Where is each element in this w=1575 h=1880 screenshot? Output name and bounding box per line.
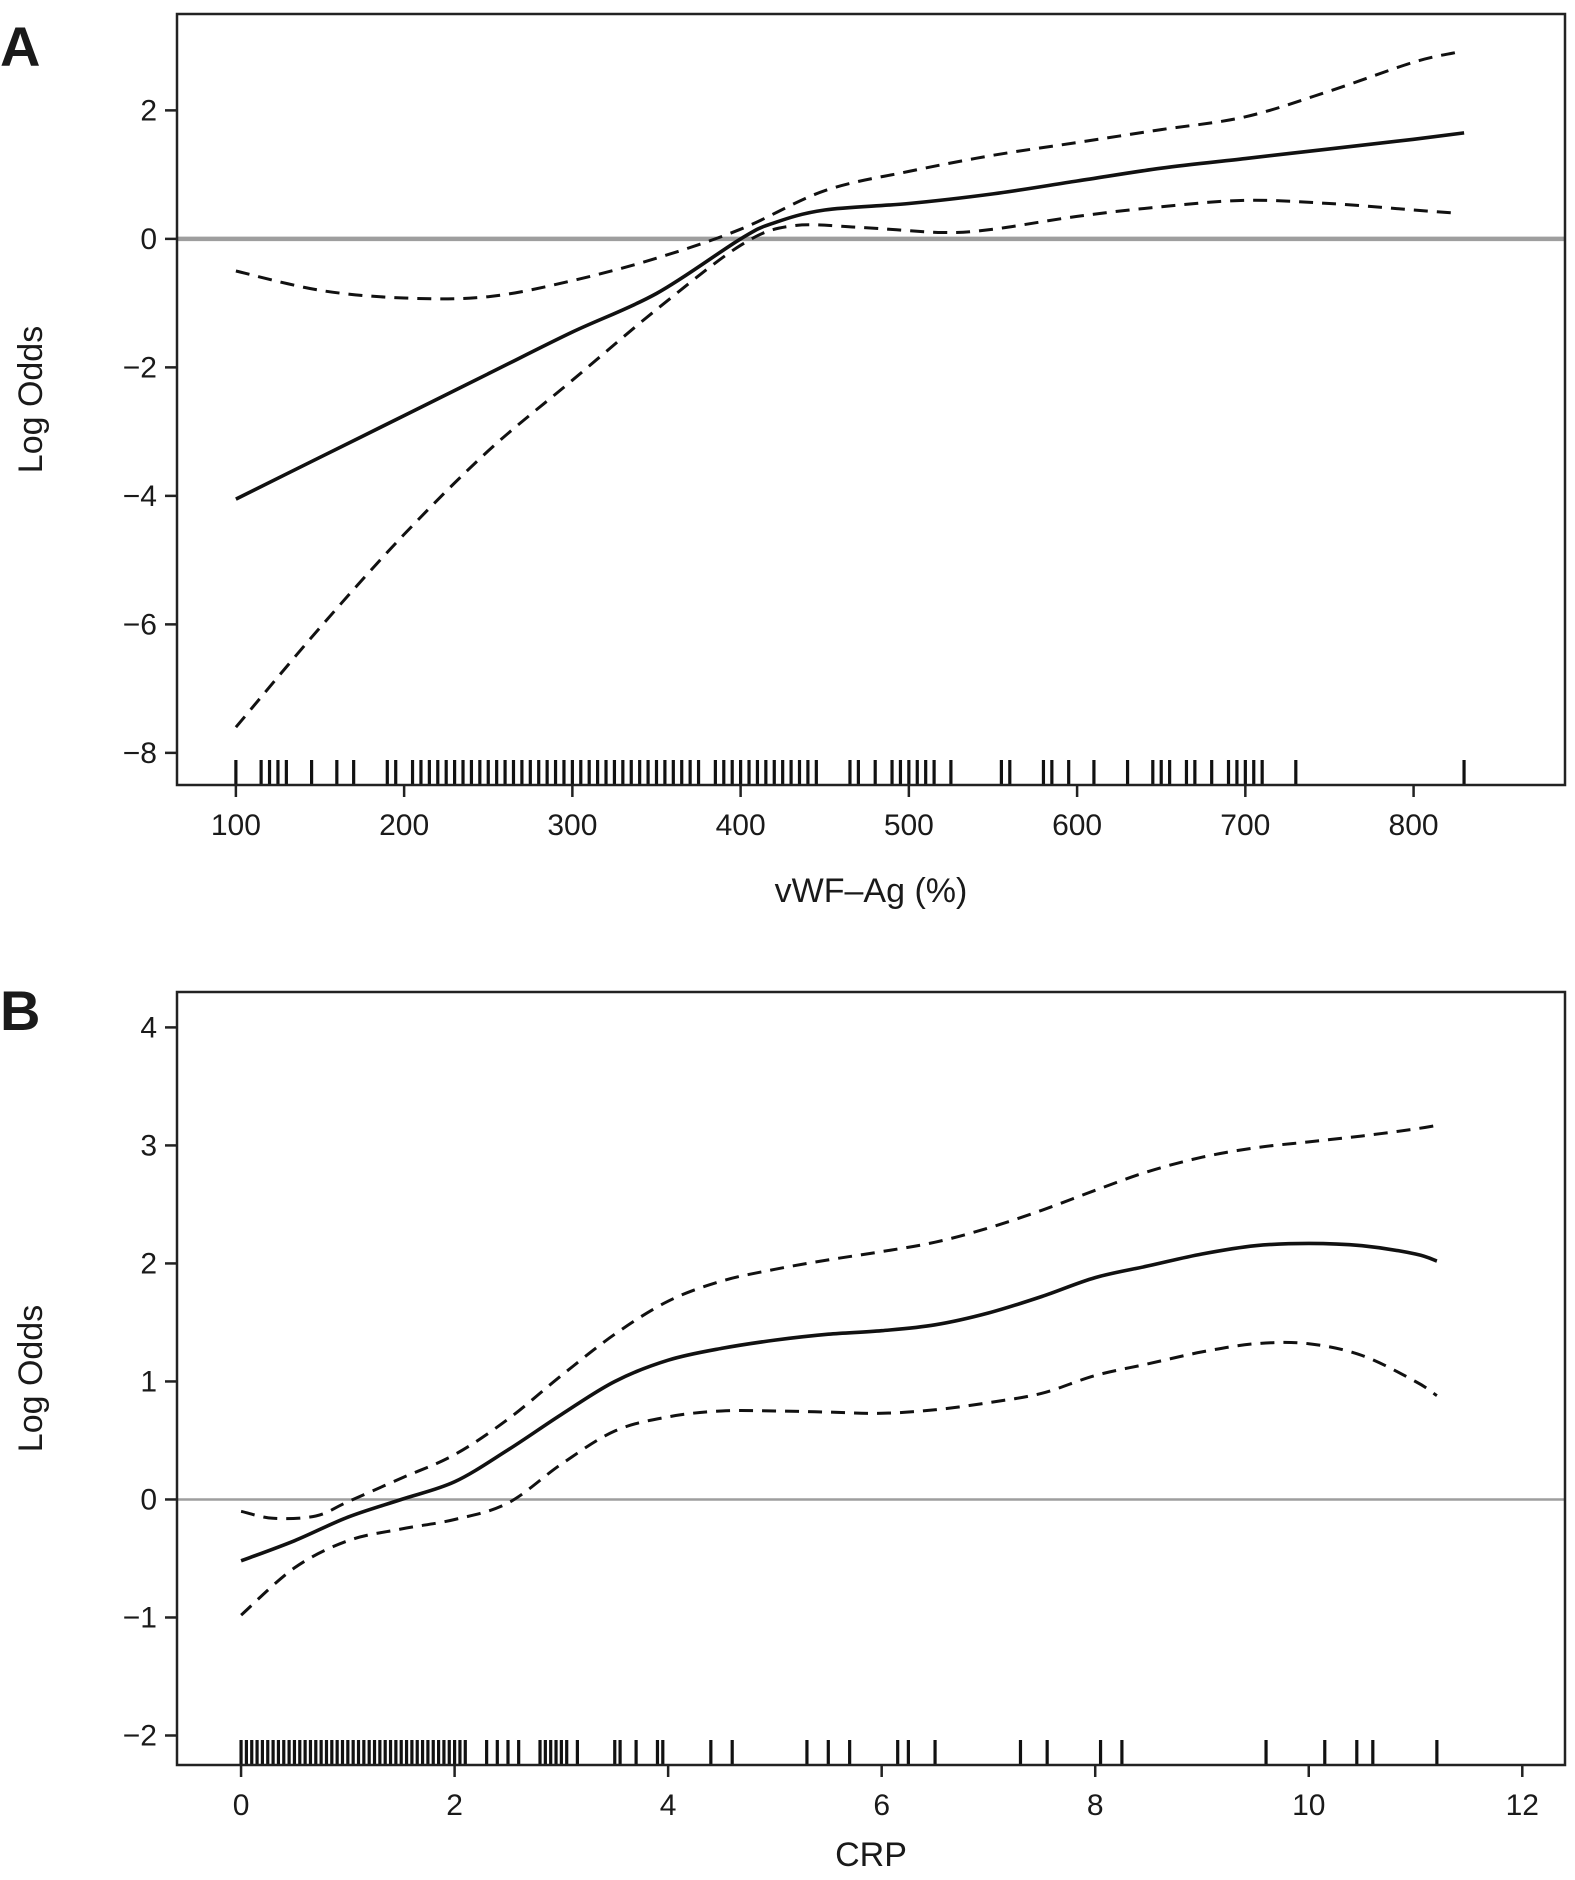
panel-a-y-tick-label: −2 [123, 351, 157, 384]
panel-a-upper-line [235, 51, 1456, 301]
panel-a-x-tick-label: 100 [211, 809, 261, 842]
panel-a-y-tick-label: 2 [140, 94, 157, 127]
panel-a-y-axis-title: Log Odds [12, 326, 50, 473]
panel-b-x-axis-title: CRP [835, 1836, 907, 1874]
panel-a: A 100 200 300 400 500 600 700 800 −8 −6 −4 −2 0 2 vWF–… [0, 12, 1567, 910]
panel-a-x-tick-label: 600 [1052, 809, 1102, 842]
panel-b-x-tick-label: 2 [446, 1789, 463, 1822]
panel-a-lower-line [234, 198, 1456, 729]
panel-a-x-tick-label: 700 [1220, 809, 1270, 842]
panel-a-label: A [0, 15, 40, 78]
panel-b-y-tick-label: 1 [140, 1365, 157, 1398]
panel-b-lower-line [240, 1340, 1438, 1617]
panel-a-fit-line [235, 131, 1465, 501]
panel-b-y-tick-label: −1 [123, 1601, 157, 1634]
panel-a-plot-frame [175, 12, 1567, 787]
panel-b-x-tick-label: 10 [1292, 1789, 1325, 1822]
panel-b-y-tick-label: 4 [140, 1011, 157, 1044]
panel-b-y-tick-label: 0 [140, 1483, 157, 1516]
panel-a-y-tick-label: −6 [123, 608, 157, 641]
panel-a-y-tick-label: −4 [123, 480, 157, 513]
panel-b-x-tick-label: 8 [1087, 1789, 1104, 1822]
panel-b-plot-frame [175, 990, 1567, 1767]
panel-a-x-tick-label: 500 [884, 809, 934, 842]
panel-b-upper-line [240, 1123, 1438, 1521]
panel-b-x-tick-label: 12 [1506, 1789, 1539, 1822]
panel-a-y-tick-label: −8 [123, 737, 157, 770]
panel-b-x-tick-label: 0 [233, 1789, 250, 1822]
panel-b-rug [239, 1740, 1439, 1765]
panel-b-y-tick-label: 3 [140, 1129, 157, 1162]
panel-b-x-tick-label: 4 [660, 1789, 677, 1822]
panel-b-y-tick-label: 2 [140, 1247, 157, 1280]
panel-b-y-tick-label: −2 [123, 1719, 157, 1752]
panel-b-x-tick-label: 6 [873, 1789, 890, 1822]
panel-a-x-tick-label: 800 [1389, 809, 1439, 842]
panel-a-x-tick-label: 200 [379, 809, 429, 842]
panel-a-plot: 100 200 300 400 500 600 700 800 −8 −6 −4 −2 0 2 vWF–Ag… [12, 12, 1567, 910]
panel-a-x-tick-label: 400 [716, 809, 766, 842]
panel-b-label: B [0, 979, 40, 1042]
panel-a-y-tick-label: 0 [140, 223, 157, 256]
panel-a-x-axis-title: vWF–Ag (%) [775, 872, 968, 910]
panel-b-fit-line [240, 1241, 1438, 1563]
panel-a-x-tick-label: 300 [547, 809, 597, 842]
panel-a-rug [234, 760, 1466, 785]
panel-b-y-axis-title: Log Odds [12, 1305, 50, 1452]
